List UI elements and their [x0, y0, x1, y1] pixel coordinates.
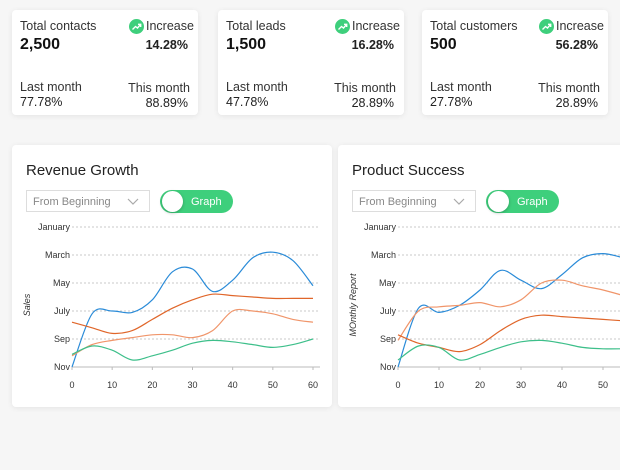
y-tick-label: Sep [380, 334, 396, 344]
change-value: 14.28% [145, 38, 188, 52]
this-month-value: 28.89% [351, 96, 394, 110]
dropdown-text: From Beginning [33, 196, 111, 208]
dropdown-text: From Beginning [359, 196, 437, 208]
graph-toggle[interactable]: Graph [486, 190, 559, 213]
increase-icon [539, 19, 554, 34]
this-month-label: This month [334, 81, 396, 95]
x-tick-label: 30 [516, 380, 526, 390]
dropdown[interactable]: From Beginning [26, 190, 150, 212]
y-tick-label: July [54, 306, 71, 316]
change-value: 16.28% [351, 38, 394, 52]
change-value: 56.28% [555, 38, 598, 52]
badge-label: Increase [556, 19, 604, 33]
y-axis-label: MOnthly Report [348, 273, 358, 337]
series-line [397, 314, 620, 353]
y-tick-label: July [380, 306, 397, 316]
chart-plot: January March May July Sep Nov 0 10 20 30 40 50 60 Sa… [22, 222, 320, 390]
card-label: Total contacts [20, 19, 97, 33]
badge-label: Increase [352, 19, 400, 33]
graph-toggle[interactable]: Graph [160, 190, 233, 213]
card-value: 1,500 [226, 36, 267, 53]
last-month-label: Last month [430, 80, 492, 94]
x-tick-label: 10 [434, 380, 444, 390]
series-line [397, 252, 620, 368]
series-line [397, 339, 620, 361]
chart-card: Product Success From Beginning Graph Januar… [338, 145, 620, 407]
toggle-text: Graph [191, 196, 222, 208]
x-tick-label: 10 [107, 380, 117, 390]
card-value: 500 [430, 36, 457, 53]
card-label: Total customers [430, 19, 518, 33]
y-tick-label: January [38, 222, 71, 232]
y-tick-label: May [53, 278, 71, 288]
x-tick-label: 30 [187, 380, 197, 390]
chevron-path [127, 198, 139, 205]
chart-title: Product Success [352, 162, 465, 179]
last-month-value: 27.78% [430, 95, 473, 109]
last-month-label: Last month [20, 80, 82, 94]
x-tick-label: 50 [598, 380, 608, 390]
last-month-label: Last month [226, 80, 288, 94]
chart-plot: January March May July Sep Nov 0 10 20 30 40 50 MOnt… [348, 222, 620, 390]
last-month-value: 47.78% [226, 95, 269, 109]
this-month-value: 88.89% [145, 96, 188, 110]
badge-label: Increase [146, 19, 194, 33]
series-line [71, 251, 314, 368]
toggle-knob [162, 191, 183, 212]
chevron-path [453, 198, 465, 205]
icon-arrow [132, 23, 142, 30]
x-tick-label: 20 [475, 380, 485, 390]
toggle-knob [488, 191, 509, 212]
card-label: Total leads [226, 19, 286, 33]
icon-arrow [542, 23, 552, 30]
x-tick-label: 20 [147, 380, 157, 390]
y-tick-label: Nov [380, 362, 397, 372]
y-tick-label: Nov [54, 362, 71, 372]
increase-icon [129, 19, 144, 34]
y-tick-label: March [45, 250, 70, 260]
this-month-label: This month [128, 81, 190, 95]
series-line [71, 308, 314, 357]
stat-card: Total customers 500 Increase 56.28% Last mon… [422, 10, 608, 115]
chart-card: Revenue Growth From Beginning Graph January… [12, 145, 332, 407]
chart-title: Revenue Growth [26, 162, 139, 179]
chevron [453, 198, 465, 205]
last-month-value: 77.78% [20, 95, 63, 109]
y-tick-label: January [364, 222, 397, 232]
x-tick-label: 40 [228, 380, 238, 390]
card-value: 2,500 [20, 36, 61, 53]
icon-arrow [338, 23, 348, 30]
x-tick-label: 50 [268, 380, 278, 390]
toggle-text: Graph [517, 196, 548, 208]
increase-icon [335, 19, 350, 34]
dropdown[interactable]: From Beginning [352, 190, 476, 212]
y-axis-label: Sales [22, 293, 32, 316]
y-tick-label: Sep [54, 334, 70, 344]
series-line [71, 293, 313, 335]
y-tick-label: March [371, 250, 396, 260]
this-month-label: This month [538, 81, 600, 95]
chevron [127, 198, 139, 205]
y-tick-label: May [379, 278, 397, 288]
series-line [397, 279, 620, 341]
x-tick-label: 0 [69, 380, 74, 390]
x-tick-label: 60 [308, 380, 318, 390]
this-month-value: 28.89% [555, 96, 598, 110]
series-line [71, 338, 314, 361]
x-tick-label: 40 [557, 380, 567, 390]
stat-card: Total contacts 2,500 Increase 14.28% Last mo… [12, 10, 198, 115]
x-tick-label: 0 [395, 380, 400, 390]
stat-card: Total leads 1,500 Increase 16.28% Last month… [218, 10, 404, 115]
